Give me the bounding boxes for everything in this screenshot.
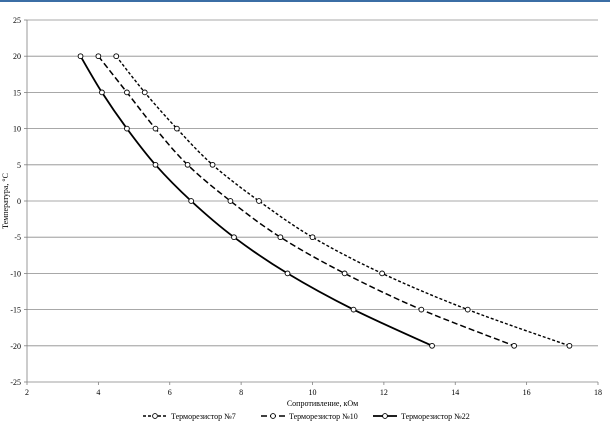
y-tick-label: -10	[10, 269, 21, 278]
data-point	[341, 270, 348, 277]
grid-lines	[27, 19, 598, 347]
data-point	[209, 161, 216, 168]
series-3	[77, 53, 435, 349]
data-point	[429, 342, 435, 349]
data-point	[277, 234, 284, 241]
data-point	[231, 234, 237, 241]
data-point	[418, 306, 425, 313]
x-tick-label: 14	[451, 388, 459, 397]
series-1	[113, 53, 573, 349]
legend-marker	[270, 413, 276, 419]
series-line	[97, 55, 515, 347]
data-point	[124, 89, 130, 96]
data-point	[174, 125, 180, 132]
legend: Терморезистор №7 Терморезистор №10 Терморе…	[143, 412, 470, 421]
data-point	[227, 198, 234, 204]
data-point	[256, 198, 262, 204]
data-point	[152, 161, 159, 168]
data-point	[113, 53, 120, 60]
y-tick-label: -20	[10, 342, 21, 351]
y-tick-label: 0	[17, 197, 21, 206]
series-2	[95, 53, 517, 349]
x-tick-label: 16	[523, 388, 531, 397]
data-point	[511, 342, 517, 349]
x-tick-label: 12	[380, 388, 388, 397]
x-tick-label: 6	[168, 388, 172, 397]
y-tick-label: 5	[17, 161, 21, 170]
legend-marker	[152, 413, 158, 419]
y-tick-label: -25	[10, 378, 21, 387]
x-tick-label: 2	[25, 388, 29, 397]
y-tick-label: 10	[13, 125, 21, 134]
legend-label: Терморезистор №7	[171, 412, 236, 421]
y-tick-label: 20	[13, 52, 21, 61]
data-point	[309, 234, 316, 241]
data-point	[99, 89, 105, 96]
data-point	[141, 89, 148, 96]
data-point	[379, 270, 385, 277]
axes	[24, 19, 599, 385]
x-tick-label: 8	[239, 388, 243, 397]
series-line	[79, 55, 433, 347]
legend-label: Терморезистор №10	[289, 412, 358, 421]
data-point	[124, 125, 130, 132]
legend-marker	[382, 413, 388, 419]
legend-label: Терморезистор №22	[401, 412, 470, 421]
data-point	[350, 306, 357, 313]
series-line	[115, 55, 570, 347]
data-point	[566, 342, 573, 349]
y-tick-label: 15	[13, 88, 21, 97]
x-axis-label: Сопротивление, кОм	[287, 399, 358, 408]
y-tick-label: -5	[14, 233, 21, 242]
top-border-line	[0, 0, 610, 2]
data-point	[152, 125, 159, 132]
y-tick-label: 25	[13, 16, 21, 25]
data-point	[188, 198, 195, 204]
data-point	[184, 161, 191, 168]
y-tick-labels: -25 -20 -15 -10 -5 0 5 10 15 20 25	[10, 16, 21, 387]
y-tick-label: -15	[10, 306, 21, 315]
x-tick-labels: 2 4 6 8 10 12 14 16 18	[25, 388, 602, 397]
data-point	[464, 306, 471, 313]
x-tick-label: 18	[594, 388, 602, 397]
data-point	[95, 53, 102, 60]
data-point	[284, 270, 291, 277]
data-point	[77, 53, 84, 60]
x-tick-label: 10	[309, 388, 317, 397]
x-tick-label: 4	[96, 388, 100, 397]
y-axis-label: Температура, °С	[1, 173, 10, 229]
series-group	[77, 53, 573, 349]
